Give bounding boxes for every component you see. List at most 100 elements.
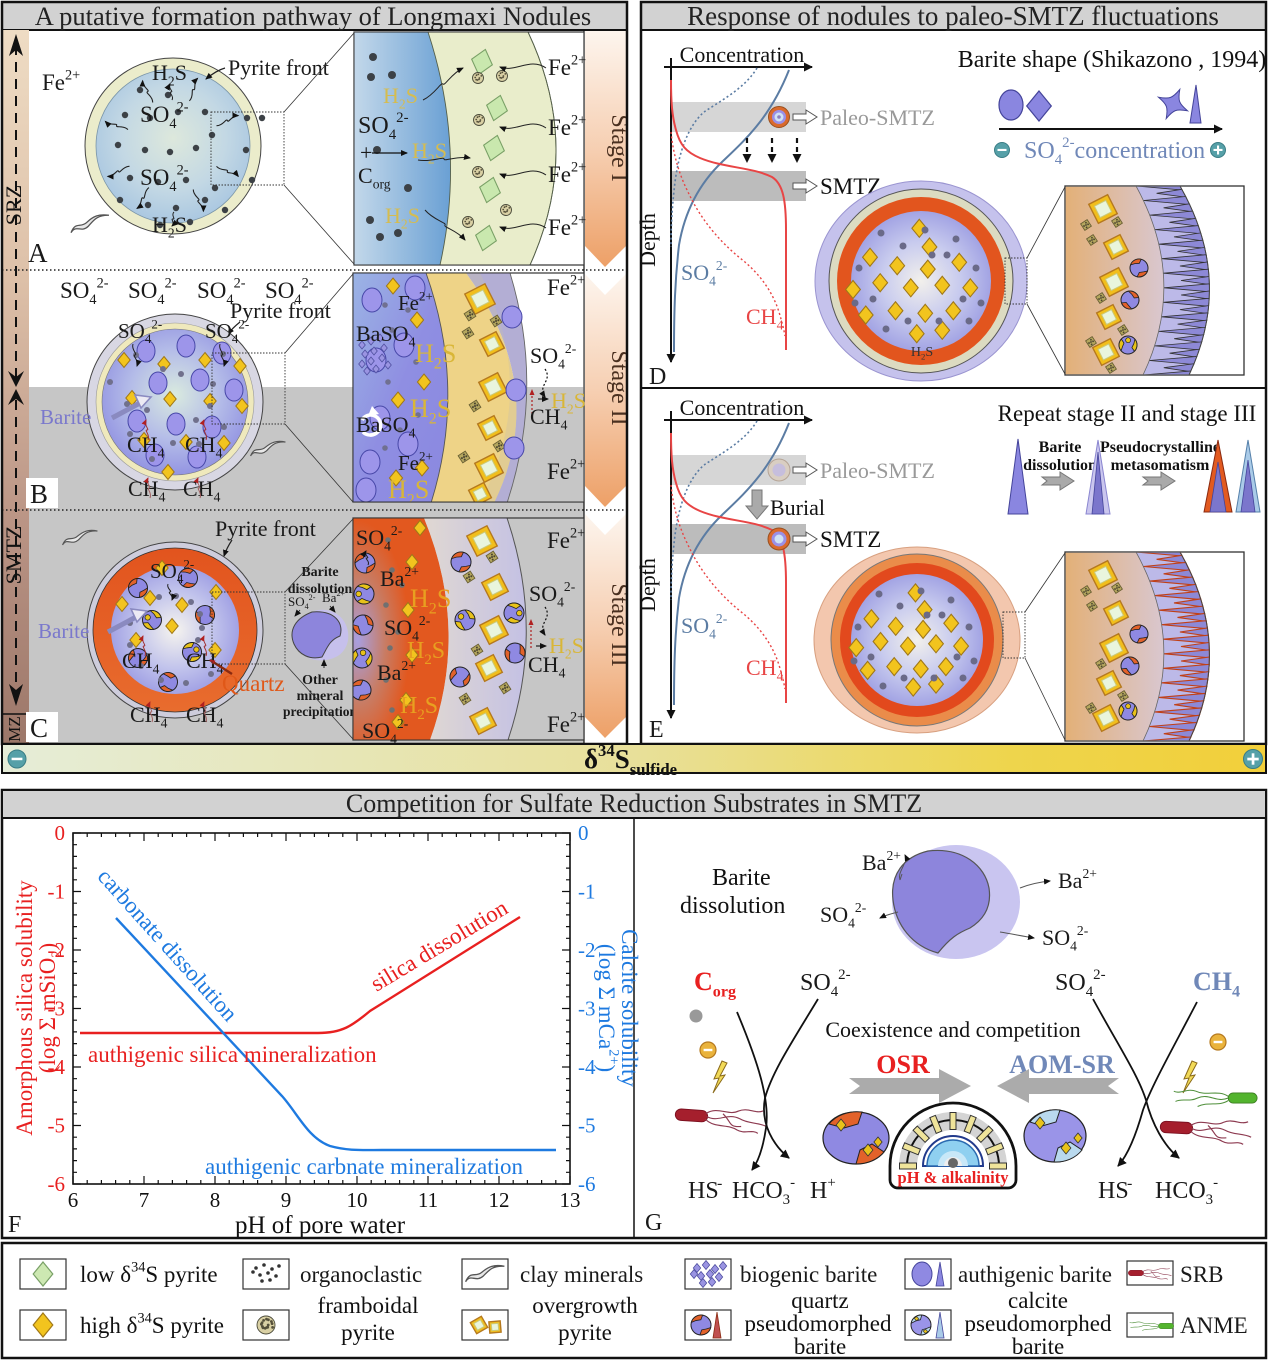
svg-text:-5: -5: [48, 1114, 66, 1138]
svg-text:SO42-: SO42-: [530, 341, 577, 371]
svg-text:SMTZ: SMTZ: [1, 526, 26, 585]
svg-text:SMTZ: SMTZ: [820, 527, 881, 552]
svg-text:dissolution: dissolution: [288, 582, 353, 597]
svg-text:C: C: [30, 713, 48, 743]
svg-text:H2S: H2S: [407, 638, 445, 668]
svg-text:A: A: [28, 238, 48, 268]
svg-text:CH4: CH4: [528, 652, 566, 681]
svg-text:CH4: CH4: [746, 655, 784, 684]
svg-text:Concentration: Concentration: [680, 395, 805, 420]
svg-text:E: E: [649, 717, 664, 743]
svg-text:SRB: SRB: [1180, 1262, 1223, 1287]
svg-text:(log Σ mSiO2): (log Σ mSiO2): [35, 943, 65, 1073]
svg-text:Fe2+: Fe2+: [548, 213, 586, 240]
svg-text:Other: Other: [302, 673, 338, 688]
svg-text:Repeat stage II and stage III: Repeat stage II and stage III: [998, 401, 1257, 426]
svg-text:CH4: CH4: [530, 404, 568, 433]
svg-text:SO42-: SO42-: [358, 110, 409, 143]
svg-text:SO42-: SO42-: [384, 613, 431, 643]
svg-text:-6: -6: [578, 1172, 596, 1196]
svg-text:H2S: H2S: [385, 203, 420, 232]
svg-text:F: F: [8, 1212, 21, 1238]
svg-text:H2S: H2S: [549, 633, 584, 662]
svg-text:SO42-: SO42-: [118, 317, 162, 347]
svg-text:B: B: [30, 479, 48, 509]
svg-text:-4: -4: [48, 1055, 66, 1079]
svg-text:12: 12: [489, 1188, 510, 1212]
svg-text:dissolution: dissolution: [680, 893, 785, 919]
svg-text:Barite: Barite: [38, 619, 89, 643]
svg-text:SO42-: SO42-: [265, 276, 314, 308]
svg-text:authigenic barite: authigenic barite: [958, 1262, 1112, 1287]
svg-text:Burial: Burial: [770, 495, 825, 520]
svg-text:Barite: Barite: [40, 405, 91, 429]
svg-text:pyrite: pyrite: [341, 1320, 395, 1345]
svg-text:metasomatism: metasomatism: [1111, 457, 1210, 474]
svg-text:Barite: Barite: [1039, 439, 1082, 456]
svg-text:-: -: [1127, 1175, 1132, 1192]
svg-text:SO42-: SO42-: [800, 967, 851, 1000]
svg-text:11: 11: [418, 1188, 438, 1212]
svg-text:Corg: Corg: [694, 967, 736, 1001]
svg-text:H2S: H2S: [152, 60, 187, 89]
svg-text:A putative formation pathway o: A putative formation pathway of Longmaxi…: [35, 1, 591, 31]
svg-text:Corg: Corg: [358, 163, 391, 192]
svg-text:H2S: H2S: [410, 394, 451, 428]
svg-text:SO42-: SO42-: [197, 276, 246, 308]
svg-text:SO42-: SO42-: [1042, 923, 1089, 953]
svg-text:-4: -4: [578, 1055, 596, 1079]
svg-text:Barite: Barite: [712, 865, 771, 891]
svg-text:authigenic silica mineralizati: authigenic silica mineralization: [88, 1042, 377, 1067]
svg-text:8: 8: [210, 1188, 221, 1212]
svg-text:MZ: MZ: [5, 716, 24, 742]
svg-text:SO42-: SO42-: [140, 163, 189, 195]
svg-text:Response of nodules to paleo-S: Response of nodules to paleo-SMTZ fluctu…: [687, 1, 1219, 31]
svg-text:CH4: CH4: [185, 432, 223, 461]
svg-text:SO42-: SO42-: [205, 317, 249, 347]
svg-text:10: 10: [347, 1188, 368, 1212]
svg-text:Fe2+: Fe2+: [398, 289, 433, 316]
svg-text:Competition for Sulfate Reduct: Competition for Sulfate Reduction Substr…: [346, 789, 922, 818]
svg-text:CH4: CH4: [1193, 967, 1240, 1001]
svg-text:Depth: Depth: [635, 213, 660, 267]
svg-text:Concentration: Concentration: [680, 42, 805, 67]
svg-text:-1: -1: [578, 880, 596, 904]
svg-text:Depth: Depth: [635, 558, 660, 612]
svg-text:Quartz: Quartz: [222, 671, 285, 696]
svg-text:high δ34S pyrite: high δ34S pyrite: [80, 1311, 224, 1338]
svg-text:quartz: quartz: [791, 1288, 848, 1313]
svg-text:7: 7: [139, 1188, 150, 1212]
svg-text:BaSO4: BaSO4: [356, 412, 416, 441]
svg-text:Fe2+: Fe2+: [42, 68, 80, 95]
svg-text:biogenic barite: biogenic barite: [740, 1262, 877, 1287]
svg-text:-: -: [717, 1175, 722, 1192]
svg-text:HS: HS: [1098, 1178, 1129, 1204]
svg-text:Amorphous silica solubility: Amorphous silica solubility: [12, 880, 37, 1136]
svg-text:SO42-: SO42-: [128, 276, 177, 308]
svg-text:SO42-: SO42-: [529, 579, 576, 609]
svg-text:pH of pore water: pH of pore water: [235, 1212, 406, 1239]
svg-text:Calcite solubility: Calcite solubility: [617, 929, 642, 1087]
svg-text:H2S: H2S: [410, 584, 451, 618]
svg-text:pH & alkalinity: pH & alkalinity: [898, 1168, 1010, 1187]
svg-text:Barite: Barite: [301, 565, 338, 580]
svg-text:mineral: mineral: [297, 689, 344, 704]
svg-text:BaSO4: BaSO4: [356, 321, 416, 350]
svg-text:0: 0: [55, 821, 66, 845]
svg-text:H2S: H2S: [383, 83, 418, 112]
svg-text:SO42-: SO42-: [150, 557, 194, 587]
svg-text:H2S: H2S: [911, 345, 933, 362]
svg-text:Ba2+: Ba2+: [322, 589, 346, 605]
svg-text:low δ34S pyrite: low δ34S pyrite: [80, 1260, 218, 1287]
svg-text:SO42-: SO42-: [681, 258, 728, 288]
svg-text:framboidal: framboidal: [318, 1293, 419, 1318]
svg-text:calcite: calcite: [1008, 1288, 1068, 1313]
svg-text:organoclastic: organoclastic: [300, 1262, 422, 1287]
svg-text:δ34Ssulfide: δ34Ssulfide: [584, 741, 677, 779]
svg-text:OSR: OSR: [876, 1050, 930, 1079]
svg-text:CH4: CH4: [128, 476, 166, 505]
svg-text:HCO3-: HCO3-: [732, 1175, 795, 1208]
svg-text:H2S: H2S: [415, 339, 456, 373]
svg-text:Ba2+: Ba2+: [862, 848, 901, 875]
svg-text:barite: barite: [1012, 1334, 1064, 1359]
